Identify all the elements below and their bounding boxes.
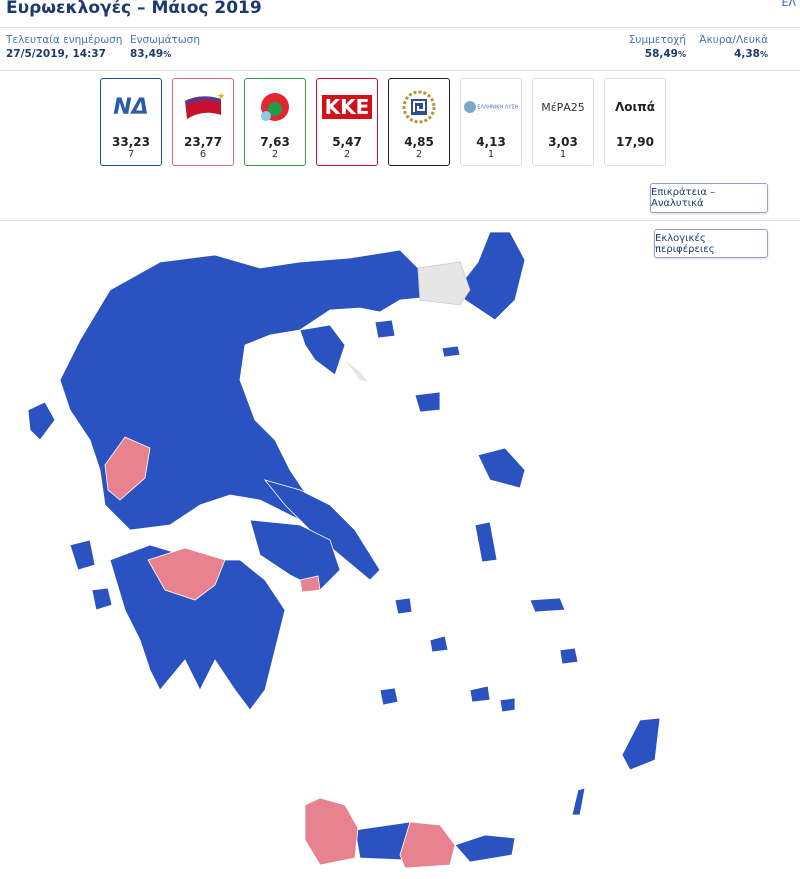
divider — [0, 27, 800, 28]
party-seats: 7 — [127, 149, 135, 160]
elliniki-lysi-logo: ΕΛΛΗΝΙΚΗ ΛΥΣΗ — [463, 101, 518, 113]
kinal-logo — [261, 93, 289, 121]
region-dodecanese-1 — [559, 647, 579, 665]
region-thasos — [374, 319, 396, 339]
turnout: Συμμετοχή 58,49% — [628, 34, 686, 60]
region-preveza-syriza — [104, 436, 151, 501]
last-update: Τελευταία ενημέρωση 27/5/2019, 14:37 — [6, 34, 123, 60]
party-percentage: 23,77 — [184, 135, 222, 149]
party-card[interactable]: ΚΚΕ 5,47 2 — [316, 78, 378, 166]
region-cyclades-4 — [379, 687, 399, 706]
districts-button[interactable]: Εκλογικές περιφέρειες — [654, 229, 768, 258]
region-thrace-evros — [459, 231, 526, 321]
party-percentage: 3,03 — [548, 135, 578, 149]
national-detail-button[interactable]: Επικράτεια – Αναλυτικά — [650, 183, 768, 213]
greece-results-map[interactable] — [0, 225, 800, 879]
region-mount-athos-nodata — [345, 360, 368, 382]
region-chalkidiki — [299, 324, 346, 376]
region-evia — [263, 479, 381, 581]
party-seats: 1 — [559, 149, 567, 160]
party-card[interactable]: ΝΔ 33,23 7 — [100, 78, 162, 166]
region-rhodes — [621, 717, 661, 771]
party-seats: 1 — [487, 149, 495, 160]
svg-text:★: ★ — [217, 92, 225, 102]
party-percentage: 17,90 — [616, 135, 654, 149]
region-zakynthos — [91, 587, 113, 611]
invalid-blank: Άκυρα/Λευκά 4,38% — [699, 34, 768, 60]
party-percentage: 5,47 — [332, 135, 362, 149]
region-cyclades-1 — [394, 597, 413, 615]
party-seats: 6 — [199, 149, 207, 160]
region-samos — [529, 597, 566, 613]
golden-dawn-logo — [402, 90, 436, 124]
divider — [0, 220, 800, 221]
others-label: Λοιπά — [615, 100, 655, 114]
party-card[interactable]: ΜέΡΑ25 3,03 1 — [532, 78, 594, 166]
kke-logo: ΚΚΕ — [321, 95, 373, 119]
region-chios — [474, 521, 498, 563]
language-switch[interactable]: ΕΛ — [781, 0, 796, 9]
region-kefalonia — [69, 539, 96, 571]
region-karpathos — [571, 787, 586, 816]
party-seats: 2 — [343, 149, 351, 160]
region-xanthi-nodata — [417, 261, 471, 306]
region-achaia-syriza — [147, 547, 226, 601]
page-title: Ευρωεκλογές – Μάιος 2019 — [6, 0, 262, 18]
party-percentage: 4,85 — [404, 135, 434, 149]
region-peloponnese — [109, 544, 286, 711]
region-chania-syriza — [304, 797, 359, 866]
region-crete-east — [454, 834, 516, 863]
party-card[interactable]: Λοιπά 17,90 — [604, 78, 666, 166]
divider — [0, 70, 800, 71]
party-seats: 2 — [271, 149, 279, 160]
region-corfu — [27, 401, 56, 441]
region-dodecanese-2 — [499, 697, 516, 713]
region-heraklion-syriza — [399, 821, 456, 869]
region-cyclades-2 — [429, 635, 449, 653]
party-card[interactable]: ★ 23,77 6 — [172, 78, 234, 166]
nd-logo: ΝΔ — [113, 94, 149, 120]
party-card[interactable]: ΕΛΛΗΝΙΚΗ ΛΥΣΗ 4,13 1 — [460, 78, 522, 166]
region-lesvos — [477, 447, 526, 489]
region-limnos — [414, 391, 441, 413]
counted: Ενσωμάτωση 83,49% — [130, 34, 200, 60]
region-samothraki — [441, 345, 461, 358]
mera25-logo: ΜέΡΑ25 — [541, 100, 585, 114]
region-attica — [249, 519, 341, 591]
party-card[interactable]: 7,63 2 — [244, 78, 306, 166]
region-cyclades-3 — [469, 685, 491, 703]
region-mainland-north — [59, 249, 421, 531]
region-islands-syriza — [299, 575, 321, 593]
party-percentage: 4,13 — [476, 135, 506, 149]
party-seats: 2 — [415, 149, 423, 160]
party-percentage: 7,63 — [260, 135, 290, 149]
syriza-logo: ★ — [185, 92, 225, 119]
party-percentage: 33,23 — [112, 135, 150, 149]
party-card[interactable]: 4,85 2 — [388, 78, 450, 166]
